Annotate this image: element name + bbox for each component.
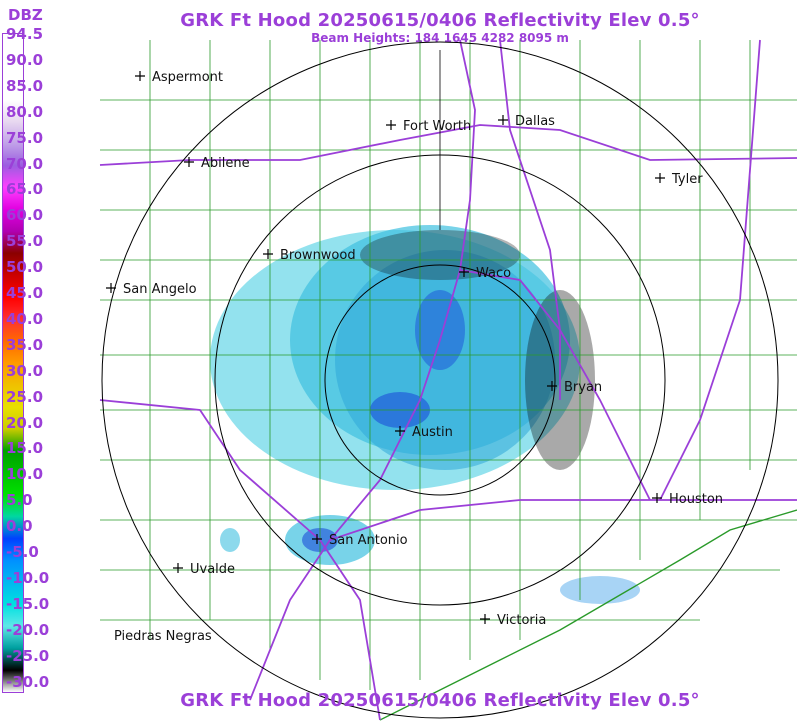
city-marker-icon	[106, 283, 116, 293]
city-label: Waco	[476, 266, 511, 281]
county-boundaries	[100, 40, 797, 690]
city-fort-worth: Fort Worth	[386, 119, 471, 134]
city-marker-icon	[480, 614, 490, 624]
city-san-antonio: San Antonio	[312, 533, 408, 548]
city-marker-icon	[184, 157, 194, 167]
legend-label: 94.5	[6, 25, 44, 43]
legend-label: 80.0	[6, 102, 44, 121]
city-label: Dallas	[515, 114, 555, 129]
city-label: Houston	[669, 492, 723, 507]
city-tyler: Tyler	[655, 172, 703, 187]
legend-label: 5.0	[6, 491, 33, 510]
legend-label: 15.0	[6, 439, 44, 458]
city-label: Piedras Negras	[114, 629, 212, 644]
city-marker-icon	[459, 267, 469, 277]
beam-heights: Beam Heights: 184 1645 4282 8095 m	[311, 31, 569, 45]
legend-label: -10.0	[6, 568, 50, 587]
city-bryan: Bryan	[547, 380, 602, 395]
legend-label: 90.0	[6, 50, 44, 69]
legend-label: 45.0	[6, 284, 44, 302]
city-marker-icon	[652, 493, 662, 503]
city-waco: Waco	[459, 266, 511, 281]
legend-label: -25.0	[6, 646, 50, 665]
legend-label: 25.0	[6, 387, 44, 406]
legend-unit-label: DBZ	[8, 6, 43, 24]
city-brownwood: Brownwood	[263, 248, 356, 263]
legend-label: 60.0	[6, 206, 44, 225]
city-marker-icon	[386, 120, 396, 130]
map-title: GRK Ft Hood 20250615/0406 Reflectivity E…	[180, 10, 700, 31]
legend-label: -5.0	[6, 543, 39, 561]
legend-label: 85.0	[6, 76, 44, 95]
legend-label: 75.0	[6, 128, 44, 147]
city-label: San Angelo	[123, 282, 197, 297]
legend-label: 20.0	[6, 413, 44, 432]
city-label: Bryan	[564, 380, 602, 395]
city-marker-icon	[655, 173, 665, 183]
city-label: San Antonio	[329, 533, 408, 548]
legend-label: 10.0	[6, 465, 44, 484]
city-marker-icon	[263, 249, 273, 259]
city-austin: Austin	[395, 425, 453, 440]
legend-label: 40.0	[6, 309, 44, 328]
legend-label: -15.0	[6, 594, 50, 613]
legend-label: 55.0	[6, 232, 44, 251]
legend-label: 30.0	[6, 361, 44, 380]
city-san-angelo: San Angelo	[106, 282, 197, 297]
coastline	[379, 509, 797, 721]
city-label: Abilene	[201, 156, 250, 171]
city-marker-icon	[312, 534, 322, 544]
city-aspermont: Aspermont	[135, 70, 223, 85]
city-marker-icon	[173, 563, 183, 573]
city-houston: Houston	[652, 492, 723, 507]
legend-label: -20.0	[6, 620, 50, 639]
city-label: Victoria	[497, 613, 546, 628]
city-marker-icon	[395, 426, 405, 436]
city-dallas: Dallas	[498, 114, 555, 129]
city-label: Aspermont	[152, 70, 223, 85]
legend-label: -30.0	[6, 672, 50, 691]
city-victoria: Victoria	[480, 613, 546, 628]
legend-label: 65.0	[6, 180, 44, 199]
city-piedras-negras: Piedras Negras	[114, 629, 212, 644]
city-marker-icon	[498, 115, 508, 125]
city-label: Brownwood	[280, 248, 356, 263]
city-marker-icon	[135, 71, 145, 81]
map-title-bottom: GRK Ft Hood 20250615/0406 Reflectivity E…	[180, 690, 700, 711]
legend-label: 0.0	[6, 517, 33, 536]
legend-label: 70.0	[6, 154, 44, 173]
city-marker-icon	[547, 381, 557, 391]
city-label: Tyler	[671, 172, 703, 187]
city-abilene: Abilene	[184, 156, 250, 171]
city-uvalde: Uvalde	[173, 562, 235, 577]
legend-label: 35.0	[6, 335, 44, 354]
city-label: Austin	[412, 425, 453, 440]
legend-color-bar	[2, 33, 24, 693]
city-label: Fort Worth	[403, 119, 471, 134]
highways	[99, 39, 797, 721]
radar-echoes	[210, 225, 640, 604]
city-label: Uvalde	[190, 562, 235, 577]
legend-label: 50.0	[6, 258, 44, 277]
